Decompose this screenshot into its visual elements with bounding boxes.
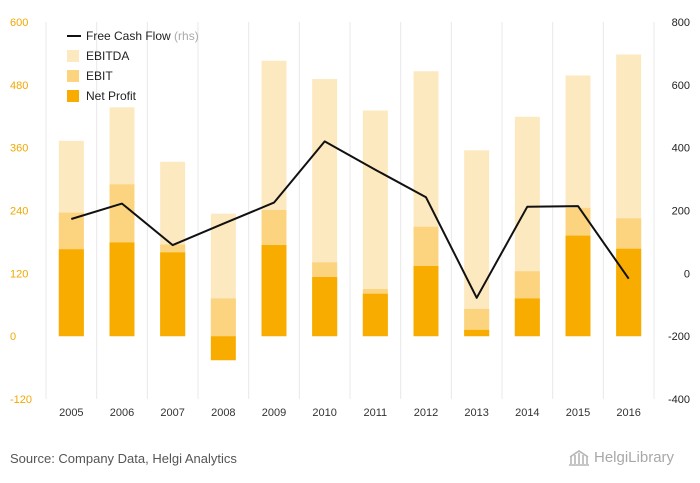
bar-net-profit bbox=[160, 252, 186, 337]
x-tick-label: 2005 bbox=[59, 407, 83, 419]
x-tick-label: 2015 bbox=[566, 407, 590, 419]
x-tick-label: 2013 bbox=[464, 407, 488, 419]
x-tick-label: 2012 bbox=[414, 407, 438, 419]
x-tick-label: 2016 bbox=[616, 407, 640, 419]
y-left-tick-label: 240 bbox=[10, 206, 28, 218]
library-building-icon bbox=[569, 449, 589, 466]
y-right-tick-label: -400 bbox=[668, 394, 690, 406]
x-tick-label: 2009 bbox=[262, 407, 286, 419]
bar-net-profit bbox=[413, 266, 439, 337]
bar-net-profit bbox=[565, 235, 591, 337]
x-tick-label: 2008 bbox=[211, 407, 235, 419]
x-tick-label: 2014 bbox=[515, 407, 539, 419]
y-left-tick-label: 120 bbox=[10, 268, 28, 280]
y-right-tick-label: 600 bbox=[672, 80, 690, 92]
legend-label: EBIT bbox=[86, 69, 113, 83]
bar-net-profit bbox=[109, 242, 135, 337]
line-free-cash-flow bbox=[71, 140, 630, 299]
helgi-library-logo: HelgiLibrary bbox=[568, 449, 674, 466]
bar-net-profit bbox=[464, 329, 490, 337]
legend-label: Net Profit bbox=[86, 89, 137, 103]
legend-swatch bbox=[67, 50, 79, 62]
y-right-tick-label: 800 bbox=[672, 17, 690, 29]
legend-label: EBITDA bbox=[86, 49, 129, 63]
y-right-tick-label: 200 bbox=[672, 206, 690, 218]
x-tick-label: 2010 bbox=[312, 407, 336, 419]
logo-text: HelgiLibrary bbox=[594, 449, 675, 466]
bar-net-profit bbox=[514, 298, 540, 337]
legend-label: Free Cash Flow (rhs) bbox=[86, 29, 199, 43]
y-left-tick-label: 0 bbox=[10, 331, 16, 343]
y-right-tick-label: 400 bbox=[672, 143, 690, 155]
bar-net-profit bbox=[312, 276, 338, 337]
chart: -120 0 120 240 360 480 600 -400 -200 0 200 400 600 80… bbox=[10, 17, 690, 419]
y-right-tick-label: 0 bbox=[684, 268, 690, 280]
bar-ebit bbox=[210, 298, 236, 337]
bar-net-profit bbox=[261, 245, 287, 337]
bar-net-profit bbox=[210, 336, 236, 361]
bar-ebitda bbox=[464, 150, 490, 337]
x-tick-label: 2011 bbox=[364, 407, 388, 419]
legend-swatch bbox=[67, 70, 79, 82]
bar-net-profit bbox=[362, 293, 388, 337]
y-left-tick-label: 360 bbox=[10, 143, 28, 155]
bar-net-profit bbox=[616, 248, 642, 337]
y-right-tick-label: -200 bbox=[668, 331, 690, 343]
legend-swatch bbox=[67, 90, 79, 102]
y-left-tick-label: -120 bbox=[10, 394, 32, 406]
y-left-tick-label: 600 bbox=[10, 17, 28, 29]
x-tick-label: 2006 bbox=[110, 407, 134, 419]
x-tick-label: 2007 bbox=[160, 407, 184, 419]
source-note: Source: Company Data, Helgi Analytics bbox=[10, 451, 237, 466]
y-left-tick-label: 480 bbox=[10, 80, 28, 92]
bar-net-profit bbox=[58, 249, 84, 337]
